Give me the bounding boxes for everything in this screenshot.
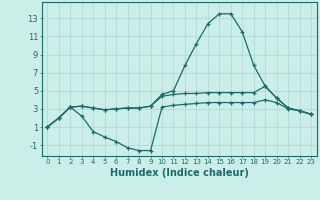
X-axis label: Humidex (Indice chaleur): Humidex (Indice chaleur) (110, 168, 249, 178)
